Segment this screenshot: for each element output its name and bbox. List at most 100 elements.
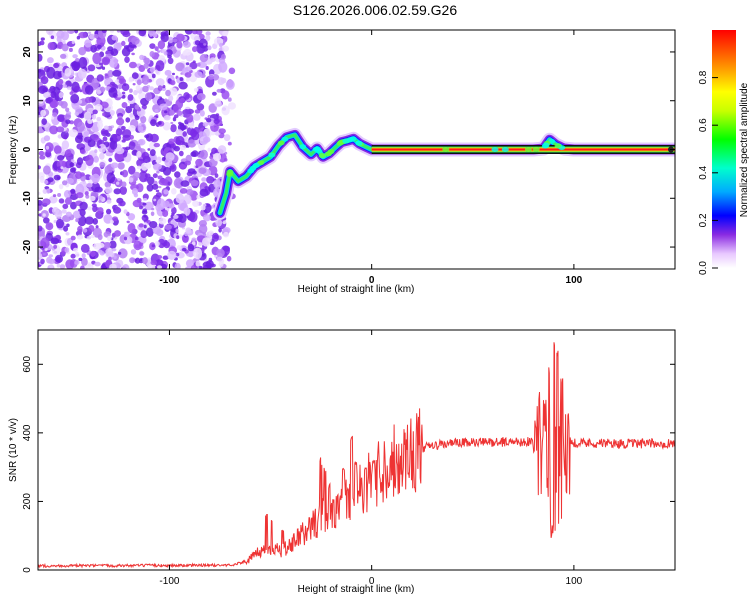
noise-blob <box>146 184 154 192</box>
noise-blob <box>149 43 156 49</box>
snr-frame <box>37 329 676 571</box>
noise-blob <box>176 41 183 49</box>
snr-xtick-label: -100 <box>159 576 179 587</box>
noise-blob <box>81 257 88 266</box>
noise-blob <box>156 170 160 174</box>
noise-blob <box>84 85 94 95</box>
spectrogram-ytick-label: 10 <box>22 95 33 107</box>
noise-blob <box>173 178 183 189</box>
noise-blob <box>147 176 155 185</box>
noise-blob <box>139 54 145 61</box>
noise-blob <box>50 35 55 39</box>
noise-blob <box>149 51 155 58</box>
noise-blob <box>208 103 217 113</box>
noise-blob <box>60 53 67 59</box>
noise-blob <box>46 188 51 194</box>
noise-blob <box>174 262 181 269</box>
noise-blob <box>133 89 138 96</box>
noise-blob <box>39 155 46 160</box>
noise-blob <box>167 181 171 186</box>
noise-blob <box>81 253 86 259</box>
noise-blob <box>194 71 203 78</box>
noise-blob <box>202 203 207 207</box>
noise-blob <box>170 80 176 86</box>
noise-blob <box>139 126 144 131</box>
noise-blob <box>170 124 177 133</box>
noise-blob <box>71 40 75 45</box>
noise-blob <box>138 223 144 228</box>
noise-blob <box>114 230 121 237</box>
noise-blob <box>228 67 236 75</box>
noise-blob <box>80 149 86 155</box>
noise-blob <box>88 225 95 233</box>
noise-blob <box>109 219 114 224</box>
noise-blob <box>76 234 84 240</box>
noise-blob <box>131 188 139 195</box>
noise-blob <box>153 198 157 202</box>
noise-blob <box>84 39 92 48</box>
noise-blob <box>163 241 170 249</box>
noise-blob <box>190 264 198 269</box>
spectrogram-ylabel: Frequency (Hz) <box>8 116 19 185</box>
noise-blob <box>168 36 174 44</box>
noise-blob <box>154 46 159 52</box>
trace-hotspot <box>281 136 289 142</box>
noise-blob <box>117 178 121 181</box>
noise-blob <box>47 42 55 51</box>
snr-ytick-label: 600 <box>22 356 33 373</box>
noise-blob <box>178 81 188 90</box>
noise-blob <box>134 104 140 110</box>
noise-blob <box>113 188 122 195</box>
noise-blob <box>157 85 163 92</box>
noise-blob <box>70 235 76 241</box>
noise-blob <box>126 220 130 224</box>
noise-blob <box>97 145 101 149</box>
noise-blob <box>214 100 222 108</box>
noise-blob <box>185 227 192 234</box>
noise-blob <box>51 115 55 120</box>
noise-blob <box>138 171 148 183</box>
noise-blob <box>78 31 87 39</box>
noise-blob <box>73 247 78 252</box>
noise-blob <box>57 155 65 161</box>
noise-blob <box>217 145 227 154</box>
noise-blob <box>164 158 173 167</box>
noise-blob <box>202 237 211 247</box>
noise-blob <box>222 45 230 52</box>
noise-blob <box>99 62 103 66</box>
noise-blob <box>97 121 104 129</box>
snr-ylabel: SNR (10 * v/v) <box>8 418 19 482</box>
noise-blob <box>175 228 179 233</box>
noise-blob <box>70 159 75 163</box>
noise-blob <box>66 30 71 33</box>
spectrogram-trace <box>213 127 675 220</box>
noise-blob <box>175 193 185 204</box>
noise-blob <box>93 155 99 163</box>
noise-blob <box>79 113 85 119</box>
noise-blob <box>105 251 115 258</box>
noise-blob <box>38 53 43 62</box>
noise-blob <box>131 36 140 45</box>
noise-blob <box>98 199 102 203</box>
noise-blob <box>158 178 168 186</box>
noise-blob <box>121 47 131 57</box>
noise-blob <box>64 247 70 253</box>
noise-blob <box>116 136 120 139</box>
noise-blob <box>65 107 70 113</box>
noise-blob <box>97 195 104 201</box>
noise-blob <box>110 48 119 56</box>
snr-axes: -100 0 100 0 200 400 600 <box>22 330 675 587</box>
noise-blob <box>157 121 162 125</box>
noise-blob <box>76 35 81 40</box>
noise-blob <box>70 253 76 259</box>
noise-blob <box>90 44 97 53</box>
noise-blob <box>112 69 122 77</box>
noise-blob <box>155 60 165 72</box>
noise-blob <box>213 152 222 162</box>
noise-blob <box>85 154 94 166</box>
noise-blob <box>55 126 65 133</box>
noise-blob <box>157 175 163 180</box>
noise-blob <box>196 62 201 67</box>
noise-blob <box>163 189 169 195</box>
